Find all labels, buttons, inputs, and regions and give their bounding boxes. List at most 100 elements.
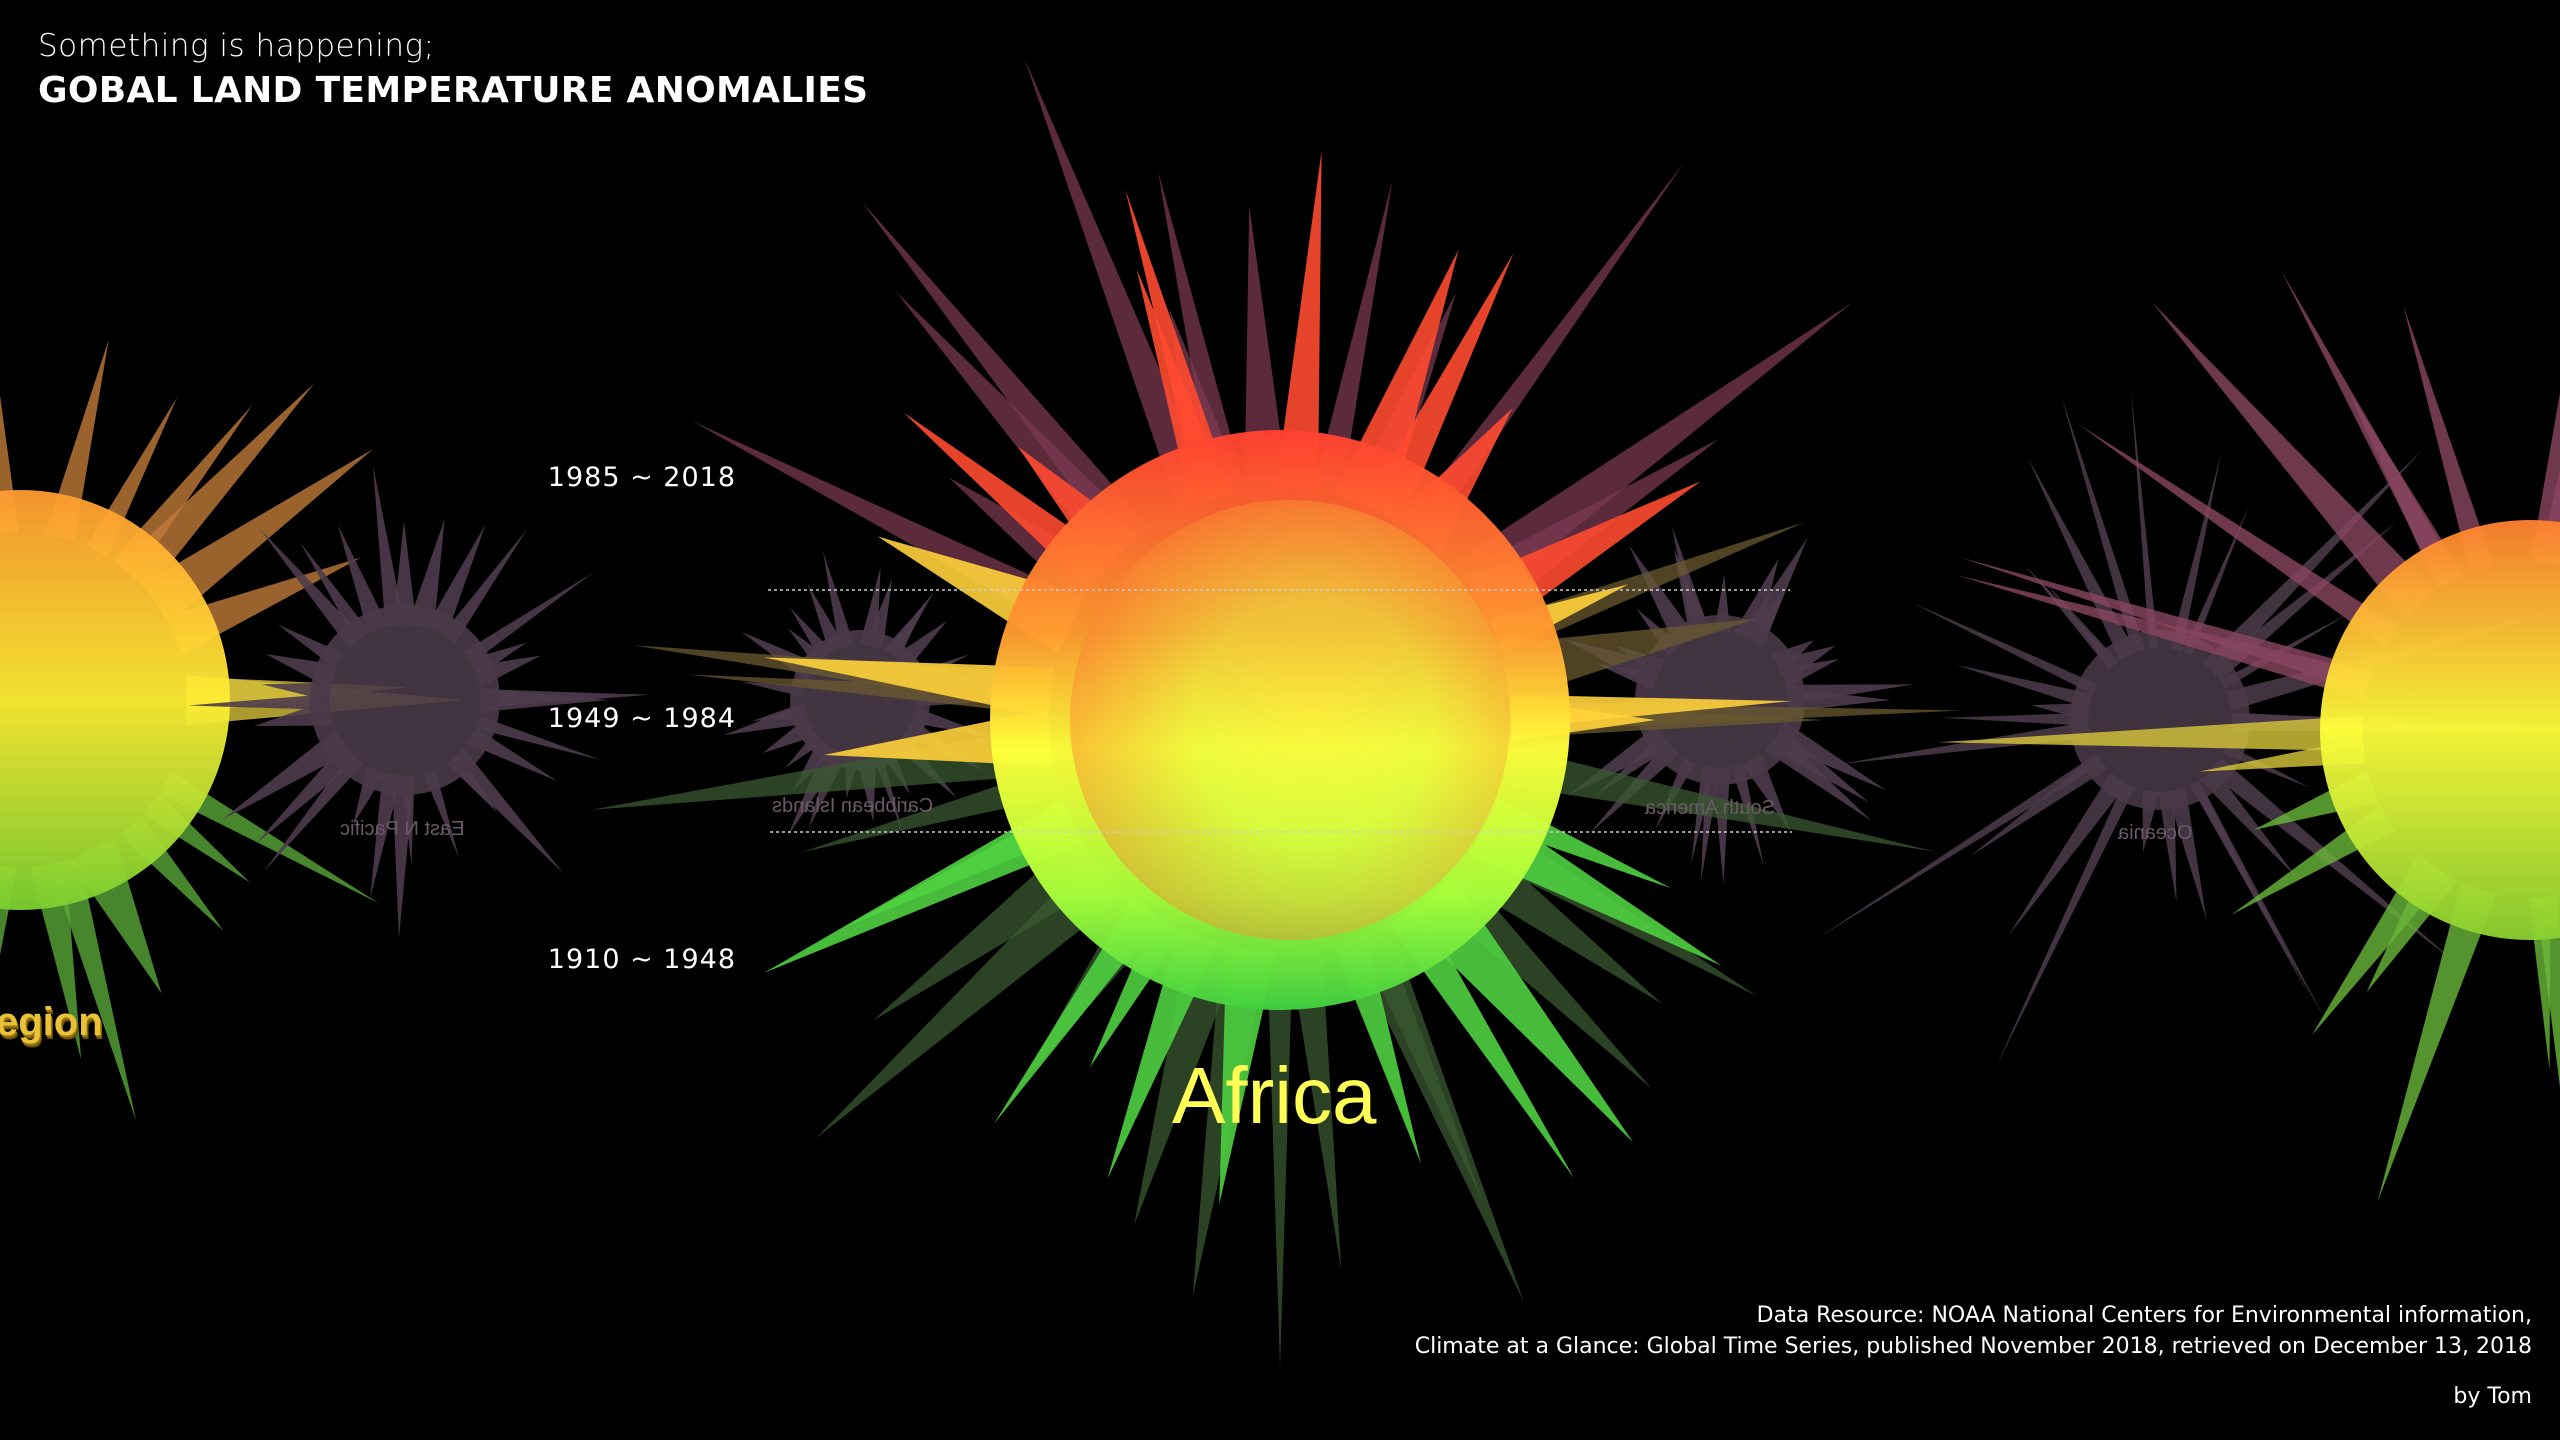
spike-mark xyxy=(2377,883,2497,1202)
spike-mark xyxy=(1510,694,1792,729)
spike-mark xyxy=(1740,537,1808,648)
spike-mark xyxy=(1956,575,2373,701)
spike-mark xyxy=(815,855,1127,1139)
spike-mark xyxy=(1244,205,1288,491)
source-line-2: Climate at a Glance: Global Time Series,… xyxy=(1414,1334,2532,1359)
spike-mark xyxy=(1938,715,2364,752)
spike-mark xyxy=(2166,787,2207,921)
spike-mark xyxy=(337,524,388,634)
spike-mark xyxy=(861,201,1151,553)
source-line-1: Data Resource: NOAA National Centers for… xyxy=(1756,1303,2532,1328)
spike-mark xyxy=(370,772,402,899)
spike-mark xyxy=(2027,457,2136,661)
author-credit: by Tom xyxy=(2453,1384,2532,1409)
spike-mark xyxy=(1125,189,1233,503)
spike-mark xyxy=(2170,453,2222,652)
spike-mark xyxy=(372,465,405,627)
spike-mark xyxy=(392,520,417,625)
spike-mark xyxy=(447,748,564,874)
spike-mark xyxy=(2202,450,2423,676)
spike-mark xyxy=(1969,754,2108,857)
spike-mark xyxy=(392,774,415,939)
spike-mark xyxy=(1838,721,2091,765)
data-source-note: Data Resource: NOAA National Centers for… xyxy=(1415,1300,2532,1362)
spike-mark xyxy=(1628,545,1697,649)
spike-mark xyxy=(263,752,364,872)
spike-mark xyxy=(259,528,364,649)
spike-mark xyxy=(49,857,137,1121)
spike-mark xyxy=(1389,904,1575,1179)
spike-mark xyxy=(2403,304,2494,573)
spike-mark xyxy=(764,799,1084,973)
spike-mark xyxy=(2199,767,2298,879)
spike-mark xyxy=(1348,924,1524,1302)
spike-mark xyxy=(299,541,371,642)
spike-mark xyxy=(1134,933,1243,1225)
region-sphere-africa[interactable] xyxy=(591,58,1964,1369)
spike-mark xyxy=(426,524,486,637)
spike-mark xyxy=(159,771,379,904)
spike-mark xyxy=(475,715,601,760)
spike-mark xyxy=(1275,150,1322,492)
spike-mark xyxy=(1911,602,2098,695)
spike-mark xyxy=(118,383,315,592)
spike-mark xyxy=(1267,951,1293,1369)
spike-mark xyxy=(1289,948,1342,1271)
spike-mark xyxy=(1712,767,1731,884)
spike-mark xyxy=(2079,424,2399,647)
spike-mark xyxy=(687,674,1051,716)
period-label-recent: 1985 ~ 2018 xyxy=(547,462,736,493)
region-sphere-east-n-pacific xyxy=(188,465,650,939)
spike-mark xyxy=(1364,252,1514,523)
spike-mark xyxy=(801,766,1061,853)
region-label-africa[interactable]: Africa xyxy=(1172,1051,1377,1140)
spike-mark xyxy=(408,518,445,630)
spike-mark xyxy=(2007,772,2128,937)
spike-mark xyxy=(423,769,460,859)
spike-mark xyxy=(141,449,374,623)
spike-mark xyxy=(2528,896,2551,1070)
spike-mark xyxy=(463,572,594,664)
region-label-oceania[interactable]: Oceania xyxy=(2118,822,2193,844)
spike-mark xyxy=(1955,664,2093,709)
subtitle: Something is happening; xyxy=(38,28,435,64)
period-label-middle: 1949 ~ 1984 xyxy=(547,703,736,734)
spike-mark xyxy=(1786,684,1914,705)
spike-mark xyxy=(2183,506,2249,656)
region-label-south-america[interactable]: South America xyxy=(1645,797,1776,819)
spike-mark xyxy=(256,744,359,844)
page-title: GOBAL LAND TEMPERATURE ANOMALIES xyxy=(38,70,869,111)
period-label-early: 1910 ~ 1948 xyxy=(547,944,736,975)
spike-mark xyxy=(1158,171,1246,498)
spike-mark xyxy=(1671,526,1711,638)
spike-mark xyxy=(2158,790,2177,903)
spike-mark xyxy=(2280,270,2460,588)
spike-mark xyxy=(1817,753,2103,939)
spike-mark xyxy=(1502,746,1936,852)
spike-mark xyxy=(480,688,650,708)
spike-mark xyxy=(1942,712,2089,726)
spike-mark xyxy=(2024,563,2117,670)
region-label-east-n-pacific[interactable]: East N Pacific xyxy=(340,818,465,840)
spike-mark xyxy=(1219,945,1277,1205)
spike-mark xyxy=(822,551,854,648)
region-sphere-right-edge xyxy=(1938,270,2560,1202)
spike-mark xyxy=(1773,721,1886,791)
spike-mark xyxy=(1765,732,1872,821)
spike-mark xyxy=(442,529,527,644)
region-sphere-left-edge xyxy=(0,339,464,1121)
spike-mark xyxy=(2151,301,2435,619)
spike-mark xyxy=(188,693,330,710)
spike-mark xyxy=(221,729,350,820)
spike-mark xyxy=(763,657,1055,717)
spike-mark xyxy=(45,339,109,542)
region-label-caribbean-islands[interactable]: Caribbean Islands xyxy=(772,795,934,817)
spike-mark xyxy=(2130,388,2159,649)
region-label-left-edge[interactable]: egion xyxy=(0,1000,103,1044)
spike-mark xyxy=(1490,522,1805,655)
spike-mark xyxy=(1996,782,2135,1067)
spike-mark xyxy=(2061,395,2146,654)
spike-mark xyxy=(1313,179,1393,497)
spike-mark xyxy=(30,861,82,1060)
